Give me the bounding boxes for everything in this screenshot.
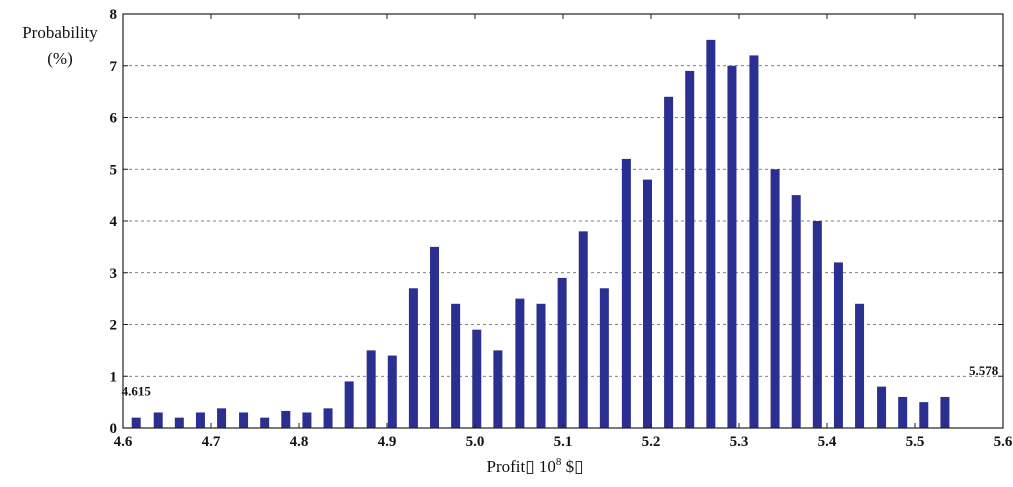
bar [940, 396, 950, 428]
x-tick-label: 5.0 [466, 434, 485, 450]
data-label: 5.578 [969, 363, 999, 378]
bar [791, 195, 801, 428]
bar [749, 55, 759, 429]
y-tick-label: 6 [110, 111, 118, 127]
bar [812, 221, 822, 428]
x-axis-title-main: Profit▯ 10 [487, 457, 556, 476]
bar [536, 303, 546, 428]
x-tick-label: 5.3 [730, 434, 749, 450]
bar [877, 386, 887, 428]
x-tick-label: 5.1 [554, 434, 573, 450]
x-tick-label: 4.7 [202, 434, 221, 450]
bar [855, 303, 865, 428]
y-axis-title-line2: (%) [47, 49, 72, 68]
bar [131, 417, 141, 428]
x-tick-label: 4.9 [378, 434, 397, 450]
annotations: 4.615 5.578 [122, 363, 999, 399]
y-tick-label: 8 [110, 7, 118, 23]
y-tick-label: 1 [110, 369, 118, 385]
bar [515, 298, 525, 428]
bar [302, 412, 312, 428]
bar [174, 417, 184, 428]
bar [281, 410, 291, 428]
bar [727, 65, 737, 428]
bar [578, 231, 588, 428]
y-axis-title-line1: Probability [22, 23, 98, 42]
bar [706, 39, 716, 428]
bar [387, 355, 397, 428]
y-tick-label: 0 [110, 421, 118, 437]
x-tick-label: 4.8 [290, 434, 309, 450]
bar [898, 396, 908, 428]
bar [833, 262, 843, 428]
bar [642, 179, 652, 428]
bar [408, 288, 418, 428]
bar [239, 412, 249, 428]
bar [557, 277, 567, 428]
bars [131, 39, 950, 429]
y-tick-label: 5 [110, 162, 118, 178]
x-tick-label: 5.6 [994, 434, 1013, 450]
x-axis-title-unit: $▯ [561, 457, 583, 476]
x-tick-label: 5.4 [818, 434, 837, 450]
bar [153, 412, 163, 428]
bar [599, 288, 609, 428]
y-tick-label: 7 [110, 59, 118, 75]
x-axis-title: Profit▯ 108 $▯ [487, 456, 584, 476]
y-tick-label: 3 [110, 266, 118, 282]
bar [493, 350, 503, 428]
bar [685, 70, 695, 429]
bar [217, 408, 227, 428]
bar [195, 412, 205, 428]
bar [344, 381, 354, 428]
bar [323, 408, 333, 428]
bar [472, 329, 482, 428]
bar [260, 417, 270, 428]
data-label: 4.615 [122, 384, 152, 399]
x-axis-ticks: 4.6 4.7 4.8 4.9 5.0 5.1 5.2 5.3 5.4 5.5 5.6 [114, 14, 1013, 450]
bar [919, 402, 929, 428]
bar [366, 350, 376, 428]
bar [770, 169, 780, 428]
gridlines [123, 65, 1003, 377]
y-tick-label: 4 [110, 214, 118, 230]
x-tick-label: 4.6 [114, 434, 133, 450]
x-axis-title-exponent: 8 [556, 456, 562, 468]
x-tick-label: 5.5 [906, 434, 925, 450]
bar [621, 158, 631, 428]
bar [451, 303, 461, 428]
y-axis-ticks: 0 1 2 3 4 5 6 7 8 [110, 7, 1003, 437]
bar [430, 246, 440, 428]
x-tick-label: 5.2 [642, 434, 661, 450]
bar [664, 96, 674, 429]
y-tick-label: 2 [110, 318, 118, 334]
